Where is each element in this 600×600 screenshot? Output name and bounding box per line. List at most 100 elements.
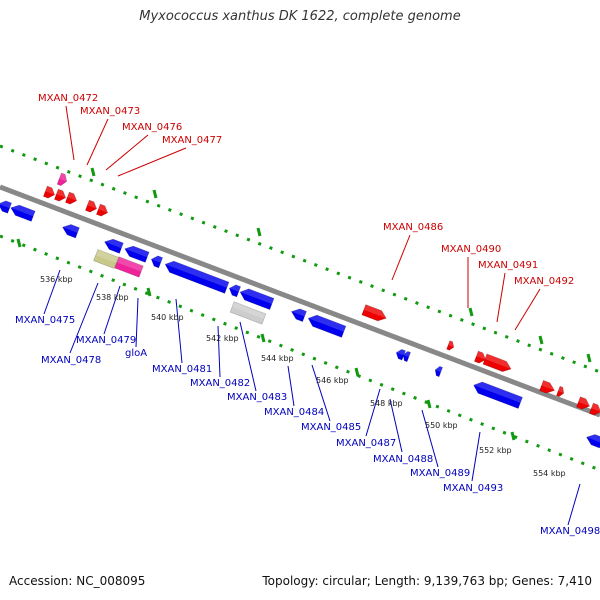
gene-arrow-body xyxy=(0,200,12,214)
gene-arrow-body xyxy=(556,385,565,398)
label-leader-lines xyxy=(43,105,581,526)
forward-gene-label: MXAN_0492 xyxy=(514,276,574,287)
gene-arrow-reverse-gene xyxy=(473,381,523,409)
kbp-tick-label: 550 kbp xyxy=(425,421,458,430)
leader-line xyxy=(117,147,187,177)
kbp-tick-label: 542 kbp xyxy=(206,334,239,343)
gene-arrow-reverse-gene xyxy=(228,284,242,298)
gc-peak-tick xyxy=(256,227,262,237)
gene-arrow-reverse-gene xyxy=(164,260,230,294)
gene-arrow-body xyxy=(361,304,387,322)
kbp-tick-label: 554 kbp xyxy=(533,469,566,478)
gene-arrow-forward-gene xyxy=(95,203,109,217)
gene-arrow-body xyxy=(307,314,347,338)
gene-arrow-body xyxy=(150,255,164,269)
gene-arrow-highlight xyxy=(476,351,486,360)
leader-line xyxy=(365,388,381,437)
gc-peak-tick xyxy=(90,167,96,177)
reverse-gene-label: MXAN_0485 xyxy=(301,422,361,433)
gene-arrow-reverse-gene xyxy=(0,200,12,214)
gene-arrow-body xyxy=(64,191,78,205)
leader-line xyxy=(65,105,75,161)
reverse-gene-label: gloA xyxy=(125,348,147,359)
leader-line xyxy=(567,483,581,526)
gene-arrow-highlight xyxy=(10,205,36,217)
gene-arrow-reverse-gene xyxy=(62,224,80,239)
leader-line xyxy=(135,297,139,348)
accession-text: Accession: NC_008095 xyxy=(9,574,146,588)
gc-peak-tick xyxy=(510,431,516,441)
gene-arrow-body xyxy=(539,379,555,394)
gene-arrow-reverse-gene xyxy=(104,238,124,254)
gc-track-inner xyxy=(0,234,600,472)
gene-arrow-highlight xyxy=(291,308,307,317)
gene-arrow-reverse-gene xyxy=(239,288,275,311)
gene-features xyxy=(0,172,600,449)
gc-peak-tick xyxy=(354,367,360,377)
gene-arrow-body xyxy=(395,348,406,361)
gene-arrow-reverse-gene xyxy=(150,255,164,269)
gene-arrow-forward-gene xyxy=(446,340,455,351)
gene-arrow-highlight xyxy=(586,434,600,443)
gene-arrow-body xyxy=(56,172,68,186)
gene-labels: MXAN_0472 MXAN_0473 MXAN_0476 MXAN_0477 MXAN… xyxy=(15,93,600,537)
forward-gene-label: MXAN_0473 xyxy=(80,106,140,117)
reverse-gene-label: MXAN_0484 xyxy=(264,407,324,418)
gc-peak-tick xyxy=(260,333,266,343)
reverse-gene-label: MXAN_0475 xyxy=(15,315,75,326)
gene-arrow-forward-gene xyxy=(53,188,67,202)
kbp-tick-label: 552 kbp xyxy=(479,446,512,455)
forward-gene-label: MXAN_0490 xyxy=(441,244,501,255)
forward-gene-label: MXAN_0472 xyxy=(38,93,98,104)
gene-arrow-highlight xyxy=(448,340,454,348)
gene-arrow-highlight xyxy=(59,172,67,182)
gene-arrow-body xyxy=(53,188,67,202)
gene-arrow-forward-gene xyxy=(361,304,387,322)
gene-arrow-reverse-gene xyxy=(291,308,307,323)
gene-arrow-reverse-gene xyxy=(395,348,406,361)
gc-peak-tick xyxy=(468,307,474,317)
gene-arrow-reverse-gene xyxy=(10,204,36,222)
gene-arrow-forward-gene xyxy=(42,185,56,199)
kbp-tick-label: 540 kbp xyxy=(151,313,184,322)
gene-arrow-rna-gene xyxy=(114,256,144,278)
gene-arrow-body xyxy=(473,381,523,409)
gene-arrow-highlight xyxy=(541,380,555,391)
gene-arrow-highlight xyxy=(240,288,275,305)
leader-line xyxy=(105,134,149,171)
gene-arrow-reverse-gene xyxy=(586,434,600,449)
gene-arrow-highlight xyxy=(62,224,80,233)
leader-line xyxy=(239,321,257,392)
gene-arrow-body xyxy=(473,350,487,364)
gene-arrow-reverse-gene xyxy=(124,245,150,263)
gene-arrow-body xyxy=(482,353,512,372)
gc-peak-tick xyxy=(152,189,158,199)
gene-arrow-forward-gene xyxy=(84,199,98,213)
gene-arrow-body xyxy=(434,365,443,378)
gene-arrow-forward-gene xyxy=(539,379,555,394)
gc-peak-tick xyxy=(146,287,152,297)
leader-line xyxy=(69,282,99,354)
gene-arrow-forward-gene xyxy=(64,191,78,205)
gene-arrow-forward-gene xyxy=(576,396,591,410)
genome-stats: Topology: circular; Length: 9,139,763 bp… xyxy=(262,574,592,588)
kbp-ruler: 536 kbp 538 kbp 540 kbp 542 kbp 544 kbp 546 k… xyxy=(40,275,566,478)
gene-arrow-forward-gene xyxy=(473,350,487,364)
gene-arrow-highlight xyxy=(56,189,66,198)
forward-gene-label: MXAN_0476 xyxy=(122,122,182,133)
gene-arrow-body xyxy=(42,185,56,199)
gene-arrow-body xyxy=(164,260,230,294)
gene-arrow-body xyxy=(402,350,411,363)
leader-line xyxy=(471,431,481,482)
gene-arrow-body xyxy=(10,204,36,222)
kbp-tick-label: 538 kbp xyxy=(96,293,129,302)
leader-line xyxy=(287,365,295,407)
leader-line xyxy=(311,364,331,422)
gene-arrow-other-feature xyxy=(229,301,267,325)
gene-arrow-highlight xyxy=(435,366,443,373)
gene-arrow-body xyxy=(229,301,267,325)
reverse-gene-label: MXAN_0488 xyxy=(373,454,433,465)
gene-arrow-highlight xyxy=(396,349,406,356)
reverse-gene-label: MXAN_0489 xyxy=(410,468,470,479)
gene-arrow-highlight xyxy=(558,386,564,394)
